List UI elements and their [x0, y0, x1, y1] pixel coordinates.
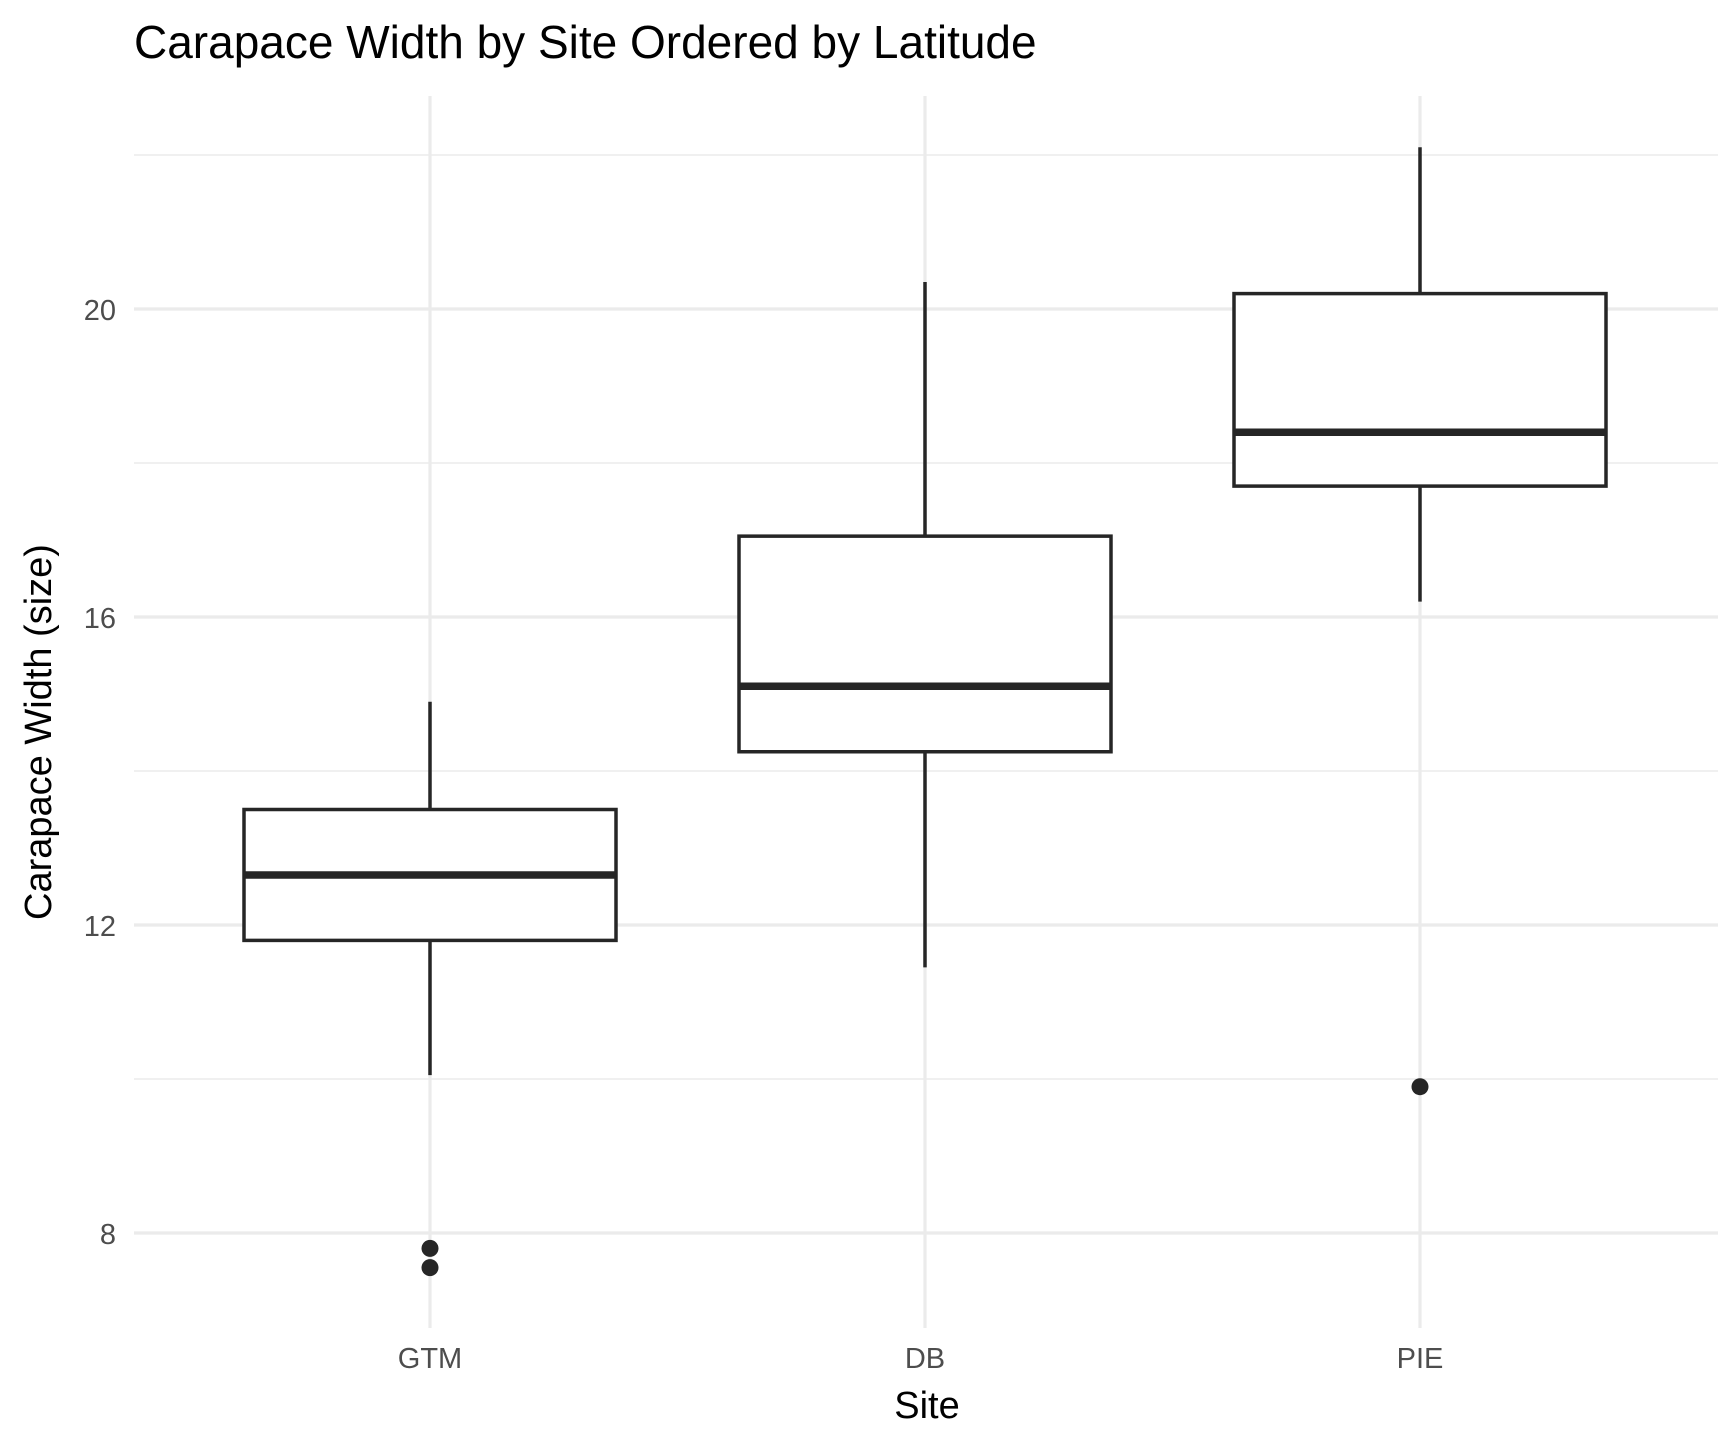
x-tick-label: GTM — [398, 1343, 462, 1375]
outlier-point — [421, 1239, 439, 1257]
box-db — [737, 282, 1113, 968]
interquartile-box — [737, 534, 1113, 754]
box-series — [242, 147, 1608, 1277]
box-pie — [1232, 147, 1608, 1096]
y-axis-title: Carapace Width (size) — [18, 544, 60, 920]
y-tick-label: 16 — [84, 603, 116, 635]
y-tick-label: 20 — [84, 295, 116, 327]
y-tick-label: 12 — [84, 911, 116, 943]
x-axis-ticks: GTM DB PIE — [398, 1343, 1444, 1375]
interquartile-box — [1232, 291, 1608, 488]
outlier-point — [1411, 1078, 1429, 1096]
x-tick-label: DB — [905, 1343, 945, 1375]
y-axis-ticks: 8 12 16 20 — [84, 295, 116, 1251]
y-tick-label: 8 — [100, 1219, 116, 1251]
x-axis-title: Site — [894, 1385, 959, 1427]
box-gtm — [242, 701, 618, 1277]
x-tick-label: PIE — [1397, 1343, 1444, 1375]
chart-title: Carapace Width by Site Ordered by Latitu… — [134, 16, 1037, 68]
outlier-point — [421, 1259, 439, 1277]
